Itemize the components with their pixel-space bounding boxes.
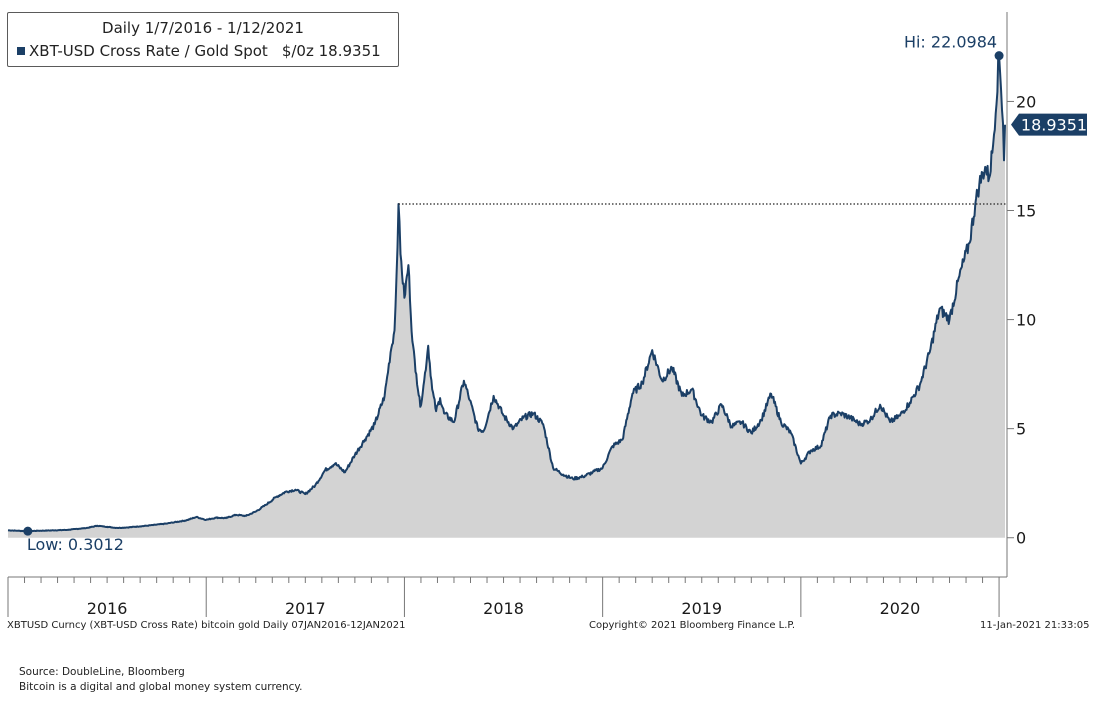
legend-title: Daily 1/7/2016 - 1/12/2021 [102, 19, 304, 37]
low-label: Low: 0.3012 [27, 535, 124, 554]
legend-series-label: XBT-USD Cross Rate / Gold Spot [29, 42, 268, 60]
source-line: Source: DoubleLine, Bloomberg [19, 666, 185, 678]
x-year-label: 2018 [483, 599, 524, 618]
legend-box: Daily 1/7/2016 - 1/12/2021 XBT-USD Cross… [7, 12, 399, 67]
last-value-tag [1011, 113, 1087, 136]
legend-entry: XBT-USD Cross Rate / Gold Spot $/0z 18.93… [17, 42, 381, 60]
legend-last-value: 18.9351 [318, 42, 381, 60]
plot-layer [7, 54, 1007, 538]
y-tick-label: 10 [1016, 311, 1036, 330]
y-tick-label: 15 [1016, 202, 1036, 221]
series-line [7, 54, 1006, 533]
annotation-layer: Hi: 22.0984 Low: 0.3012 18.9351 [23, 33, 1087, 554]
axis-layer: 0 5 10 15 20 2016 2017 2018 2019 2020 [7, 12, 1036, 618]
footer-copyright: Copyright© 2021 Bloomberg Finance L.P. [589, 620, 796, 631]
low-marker [23, 526, 33, 536]
legend-unit-label: $/0z [281, 42, 314, 60]
high-marker [994, 51, 1004, 61]
y-tick-label: 0 [1016, 529, 1026, 548]
series-area [8, 55, 1005, 538]
x-year-label: 2019 [681, 599, 722, 618]
legend-swatch [17, 47, 25, 55]
x-year-label: 2016 [87, 599, 128, 618]
high-label: Hi: 22.0984 [904, 33, 997, 52]
note-line: Bitcoin is a digital and global money sy… [19, 681, 303, 693]
y-tick-label: 5 [1016, 420, 1026, 439]
x-year-label: 2020 [880, 599, 921, 618]
footer-timestamp: 11-Jan-2021 21:33:05 [980, 620, 1090, 631]
y-tick-label: 20 [1016, 92, 1036, 111]
footer-ticker: XBTUSD Curncy (XBT-USD Cross Rate) bitco… [7, 620, 406, 631]
last-value-label: 18.9351 [1021, 116, 1087, 135]
x-year-label: 2017 [285, 599, 326, 618]
